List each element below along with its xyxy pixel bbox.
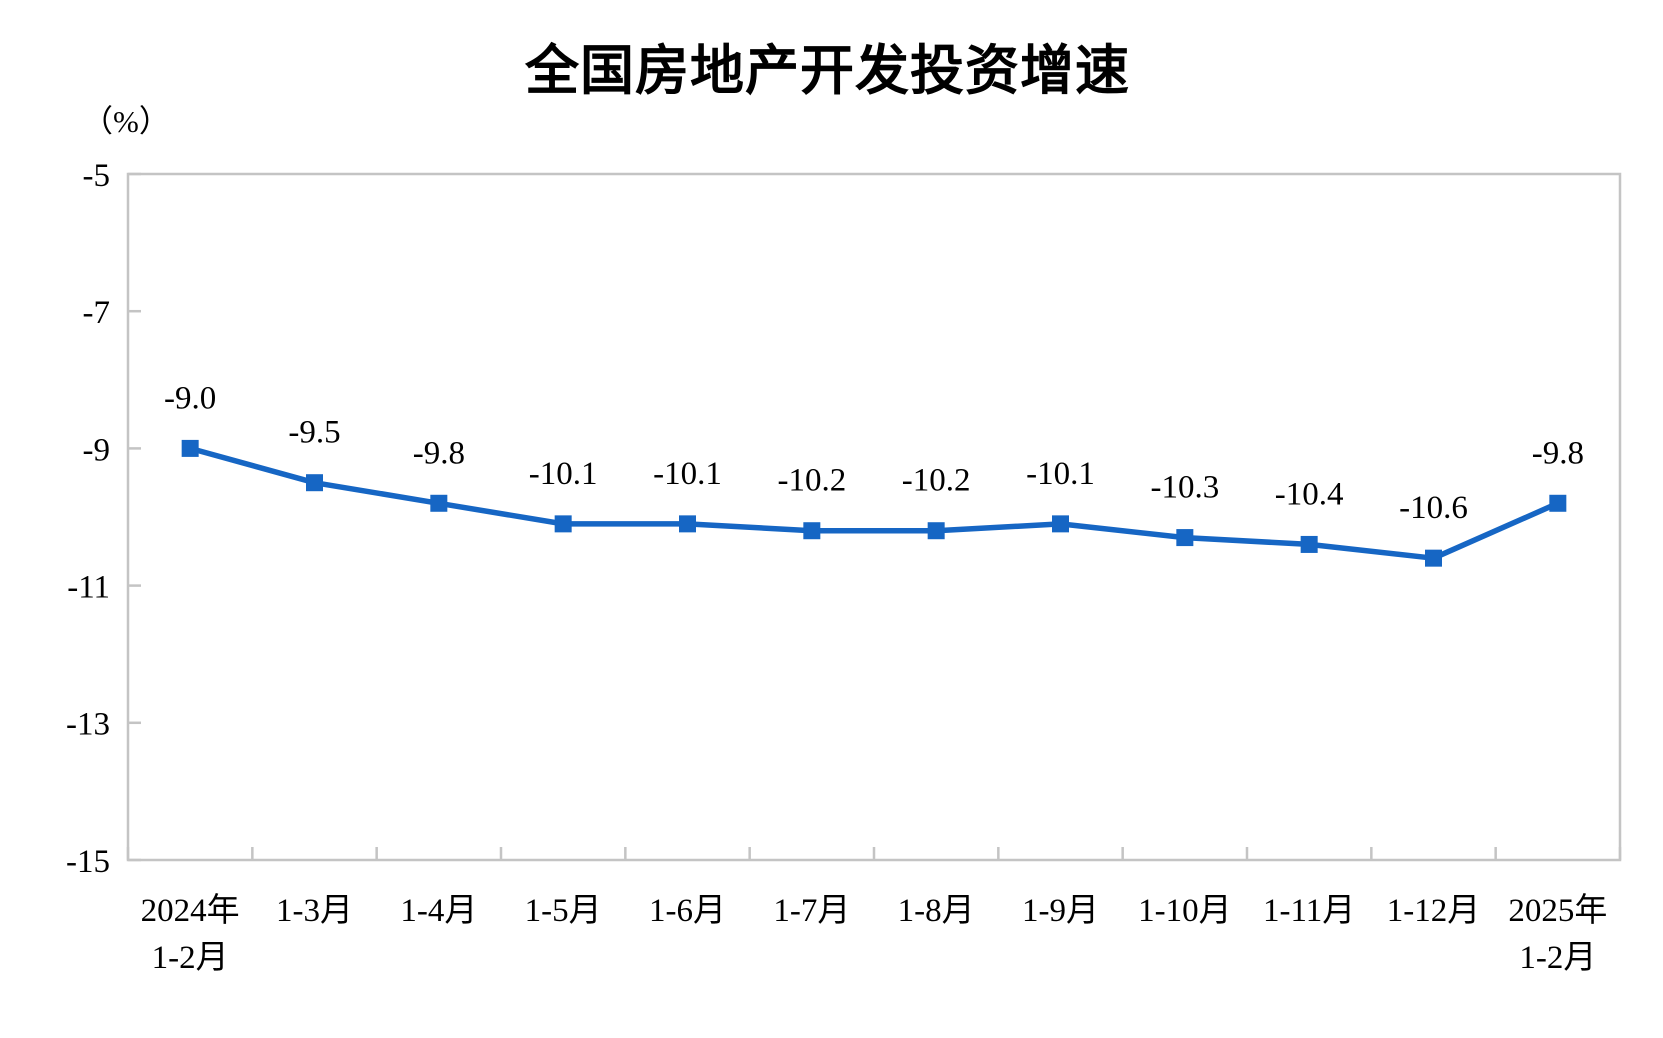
data-point-label: -9.8 [1532,435,1584,471]
data-point-marker [1300,535,1318,553]
plot-border [126,172,1622,862]
x-tick-label: 1-5月 [525,893,602,929]
data-series [181,439,1567,567]
axis-ticks [126,172,1622,862]
x-tick-label: 1-4月 [400,893,477,929]
data-point-marker [803,522,821,540]
data-point-label: -10.1 [653,456,722,492]
axis-tick-labels: -5 -7 -9 -11 -13 -15 2024年 1-2月 1-3月 1-4月 1-5月 1-6月… [66,158,1607,976]
x-tick-label: 1-2月 [1519,940,1596,976]
x-tick-label: 2025年 [1508,892,1607,929]
data-point-marker [679,515,696,533]
x-tick-label: 1-9月 [1022,893,1099,929]
y-tick-label: -13 [66,707,110,743]
data-point-marker [1052,515,1069,533]
x-tick-label: 1-7月 [773,893,850,929]
x-tick-label: 1-6月 [649,893,726,929]
data-point-label: -10.6 [1399,490,1468,526]
y-tick-label: -11 [67,569,110,605]
data-point-marker [181,439,199,457]
y-tick-label: -7 [83,295,111,331]
y-axis-unit-label: （%） [82,104,170,139]
chart-title: 全国房地产开发投资增速 [525,41,1130,101]
data-point-marker [1176,529,1194,547]
y-tick-label: -5 [83,158,111,194]
data-point-marker [1549,494,1567,512]
data-point-labels: -9.0 -9.5 -9.8 -10.1 -10.1 -10.2 -10.2 -10.1 -10… [164,380,1584,526]
data-point-label: -10.1 [1026,456,1095,492]
x-tick-label: 2024年 [141,892,240,929]
data-point-label: -10.2 [902,463,971,499]
x-tick-label: 1-3月 [276,893,353,929]
data-point-marker [306,474,323,492]
y-tick-label: -15 [66,844,110,880]
data-point-marker [927,522,945,540]
x-tick-label: 1-10月 [1138,893,1232,929]
data-point-label: -9.5 [288,415,340,451]
series-line [187,445,1561,561]
data-point-label: -9.8 [413,435,465,471]
x-tick-label: 1-2月 [152,940,229,976]
data-point-label: -10.1 [529,456,598,492]
data-point-label: -10.3 [1150,470,1219,506]
data-point-label: -10.2 [777,463,846,499]
x-tick-label: 1-8月 [898,893,975,929]
data-point-marker [430,494,448,512]
plot-frame [126,172,1622,862]
data-point-label: -10.4 [1275,476,1344,512]
y-tick-label: -9 [83,432,111,468]
x-tick-label: 1-12月 [1387,893,1481,929]
x-tick-label: 1-11月 [1263,893,1355,929]
data-point-marker [554,515,572,533]
data-point-marker [1425,549,1442,567]
data-point-label: -9.0 [164,380,216,416]
